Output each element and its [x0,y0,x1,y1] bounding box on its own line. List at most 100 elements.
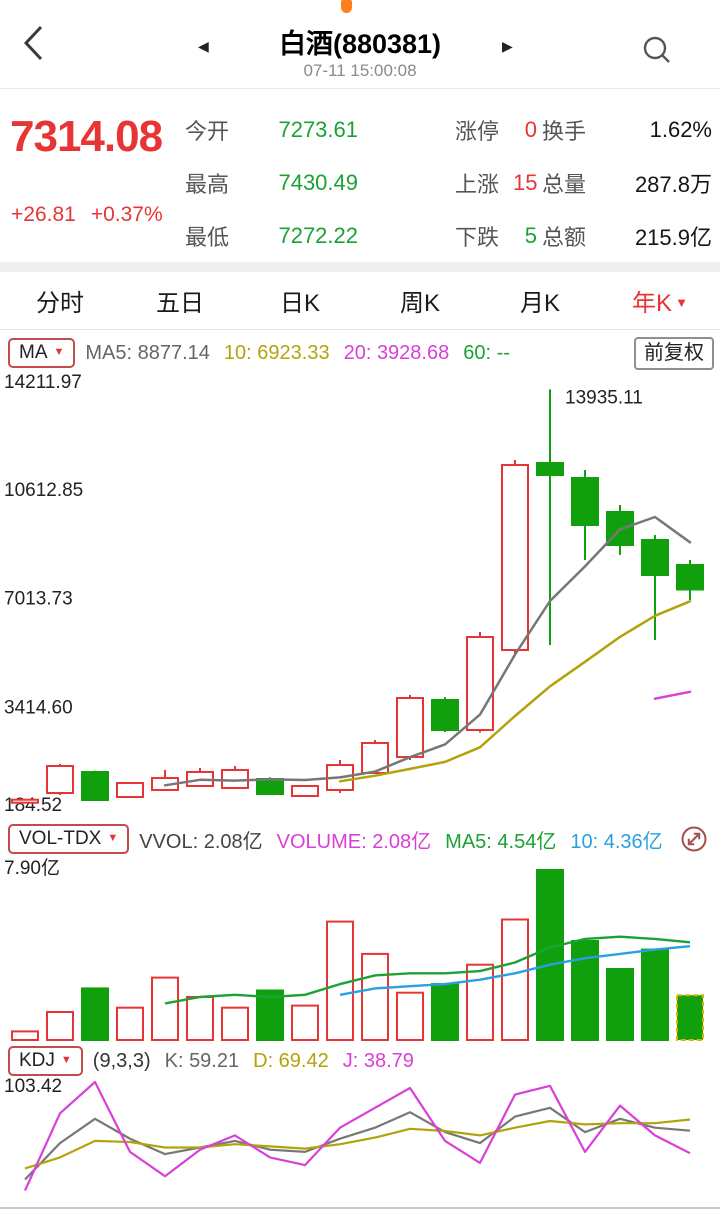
stat-label: 涨停 [455,118,500,144]
volume-indicator-row: VOL-TDX ▼ VVOL: 2.08亿 VOLUME: 2.08亿 MA5: 4… [0,820,720,858]
volume-bar [501,918,529,1041]
volume-bar [151,976,179,1041]
volume-bar [571,940,599,1041]
bottom-divider [0,1207,720,1209]
tab-年K[interactable]: 年K ▼ [600,272,720,329]
ma-line-MA20 [653,690,692,700]
back-chevron-icon [23,25,43,61]
volume-bar [466,963,494,1041]
vol-ma-MA10 [339,945,691,996]
tab-bar: 分时 五日 日K 周K 月K 年K ▼ [0,272,720,329]
kdj-line-D [24,1118,691,1170]
back-button[interactable] [14,20,52,66]
tab-周K[interactable]: 周K [360,272,480,329]
indicator-value: 10: 4.36亿 [570,830,663,853]
stat-value: 5 [524,222,537,248]
search-button[interactable] [634,28,680,72]
stat-label: 总量 [542,171,587,197]
kdj-chart[interactable]: 103.42 [0,1074,720,1206]
volume-bars [11,869,704,1042]
volume-bar [46,1011,74,1041]
volume-bar [256,989,284,1041]
indicator-value: VOLUME: 2.08亿 [276,830,432,853]
status-notification-mark [341,0,352,13]
quote-stats: 今开 7273.61 涨停 0 换手 1.62% 最高 7430.49 上涨 15 总量 287.8万… [185,103,712,262]
forward-adjust-button[interactable]: 前复权 [634,336,714,370]
caret-down-icon: ▼ [53,346,65,359]
tab-label: 年K [632,290,673,317]
volume-bar [186,996,214,1041]
stat-label: 换手 [542,118,587,144]
stat-value: 287.8万 [634,171,712,197]
volume-bar [11,1030,39,1041]
volume-bar [536,869,564,1041]
indicator-value: 20: 3928.68 [343,341,450,364]
stat-label: 最高 [185,171,230,197]
volume-bar [291,1004,319,1042]
tab-日K[interactable]: 日K [240,272,360,329]
expand-chart-button[interactable] [678,823,710,855]
next-triangle-icon: ▶ [502,38,513,54]
next-stock-button[interactable]: ▶ [502,38,513,55]
stat-label: 上涨 [455,171,500,197]
caret-down-icon: ▼ [675,295,688,310]
indicator-value: 60: -- [463,341,510,364]
header-divider [0,88,720,89]
candlestick-chart[interactable]: 14211.97 10612.85 7013.73 3414.60 184.52 1393… [0,372,720,818]
peak-annotation: 13935.11 [565,387,643,408]
volume-values: VVOL: 2.08亿 VOLUME: 2.08亿 MA5: 4.54亿 10: 4.… [139,825,662,854]
tab-五日[interactable]: 五日 [120,272,240,329]
tab-label: 日K [279,290,320,317]
kdj-line-K [24,1106,691,1181]
kdj-indicator-row: KDJ ▼ (9,3,3) K: 59.21 D: 69.42 J: 38.79 [0,1042,720,1080]
ma-line-MA5 [163,515,692,787]
kdj-button-label: KDJ [19,1049,55,1071]
kdj-selector-button[interactable]: KDJ ▼ [8,1045,83,1077]
indicator-value: (9,3,3) [92,1049,151,1072]
stat-value: 0 [524,116,537,142]
indicator-value: K: 59.21 [164,1049,240,1072]
kdj-values: (9,3,3) K: 59.21 D: 69.42 J: 38.79 [93,1050,414,1073]
tab-label: 月K [519,290,560,317]
volume-selector-button[interactable]: VOL-TDX ▼ [8,823,130,855]
stat-value: 15 [513,169,538,195]
indicator-value: MA5: 8877.14 [85,341,210,364]
volume-button-label: VOL-TDX [19,827,102,849]
kdj-svg: 103.42 [4,1076,691,1191]
caret-down-icon: ▼ [107,832,119,845]
volume-bar [116,1006,144,1041]
candles [11,389,704,804]
indicator-value: J: 38.79 [342,1049,414,1072]
tab-分时[interactable]: 分时 [0,272,120,329]
price-change-percent: +0.37% [90,203,163,226]
y-axis-label: 14211.97 [4,372,82,393]
caret-down-icon: ▼ [60,1054,72,1067]
stat-label: 今开 [185,118,230,144]
ma-selector-button[interactable]: MA ▼ [8,337,76,369]
tab-label: 周K [399,290,440,317]
search-icon [643,36,670,63]
y-axis-label: 7013.73 [4,589,73,610]
y-axis-label: 10612.85 [4,480,83,501]
stat-value: 7273.61 [278,116,358,142]
stat-label: 总额 [542,224,587,250]
expand-icon [681,826,707,852]
volume-bar [606,968,634,1041]
tab-月K[interactable]: 月K [480,272,600,329]
tab-label: 五日 [156,290,204,317]
indicator-value: MA5: 4.54亿 [445,830,557,853]
volume-svg: 7.90亿 [4,857,704,1042]
tabs-divider [0,329,720,330]
prev-stock-button[interactable]: ◀ [198,38,209,55]
stat-label: 下跌 [455,224,500,250]
volume-chart[interactable]: 7.90亿 [0,856,720,1042]
volume-bar [81,987,109,1041]
volume-bar [396,991,424,1041]
section-separator [0,262,720,272]
y-axis-label: 184.52 [4,795,62,816]
volume-bar [431,983,459,1042]
stat-value: 215.9亿 [634,224,712,250]
quote-timestamp: 07-11 15:00:08 [303,61,417,80]
price-change: +26.81 [11,203,76,226]
